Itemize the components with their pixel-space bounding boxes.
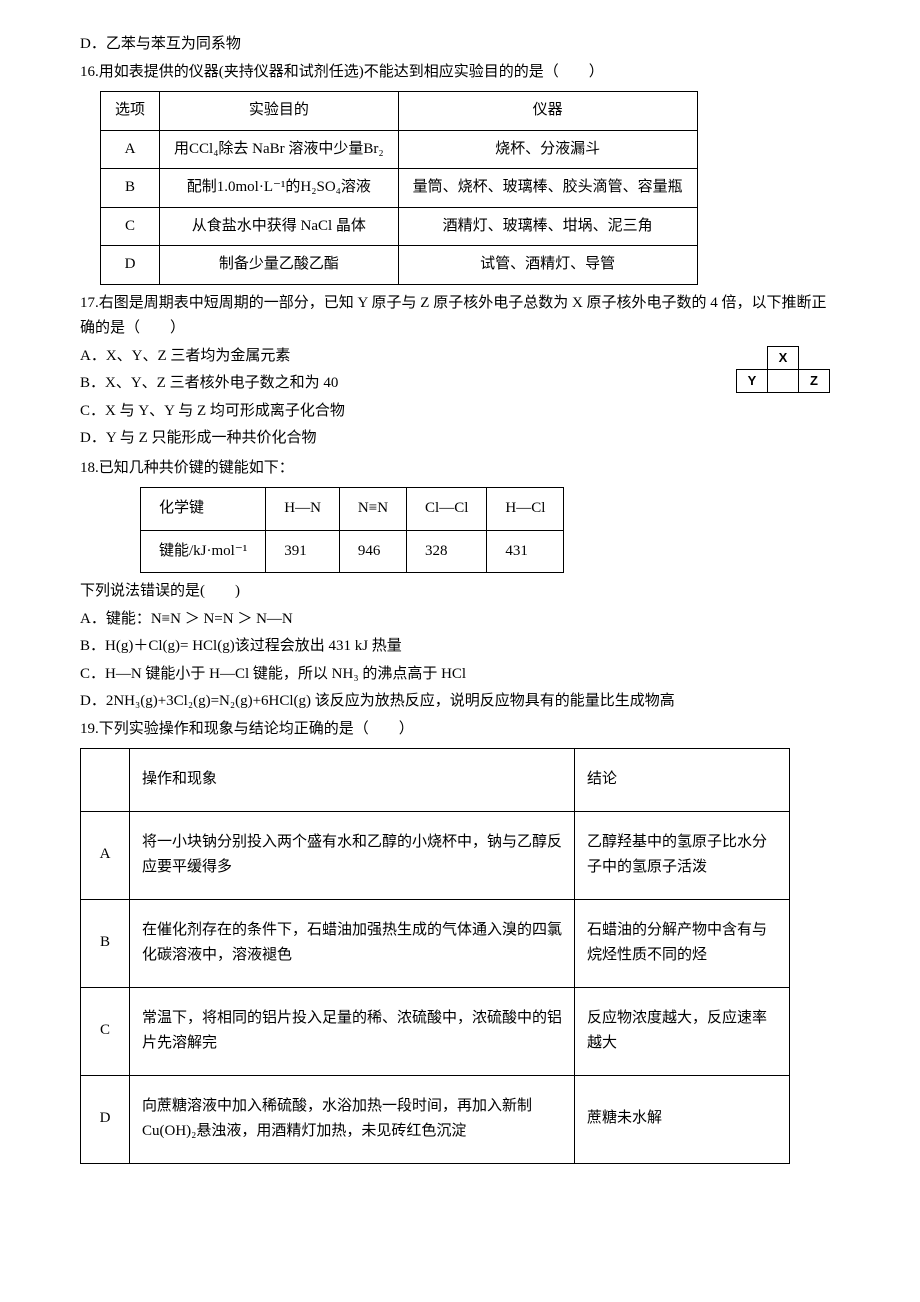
table-row: B 配制1.0mol·L⁻¹的H₂SO₄溶液 量筒、烧杯、玻璃棒、胶头滴管、容量… bbox=[101, 169, 698, 208]
q16-stem: 16.用如表提供的仪器(夹持仪器和试剂任选)不能达到相应实验目的的是（ ） bbox=[80, 60, 840, 86]
cell: 将一小块钠分别投入两个盛有水和乙醇的小烧杯中，钠与乙醇反应要平缓得多 bbox=[130, 811, 575, 899]
cell: Cl—Cl bbox=[407, 488, 487, 531]
q18-sub: 下列说法错误的是( ) bbox=[80, 579, 840, 605]
cell: 从食盐水中获得 NaCl 晶体 bbox=[160, 207, 399, 246]
cell: 乙醇羟基中的氢原子比水分子中的氢原子活泼 bbox=[575, 811, 790, 899]
col-operation: 操作和现象 bbox=[130, 749, 575, 812]
table-row: 操作和现象 结论 bbox=[81, 749, 790, 812]
cell: 在催化剂存在的条件下，石蜡油加强热生成的气体通入溴的四氯化碳溶液中，溶液褪色 bbox=[130, 899, 575, 987]
table-row: B 在催化剂存在的条件下，石蜡油加强热生成的气体通入溴的四氯化碳溶液中，溶液褪色… bbox=[81, 899, 790, 987]
table-row: A 将一小块钠分别投入两个盛有水和乙醇的小烧杯中，钠与乙醇反应要平缓得多 乙醇羟… bbox=[81, 811, 790, 899]
q17-stem: 17.右图是周期表中短周期的一部分，已知 Y 原子与 Z 原子核外电子总数为 X… bbox=[80, 291, 840, 342]
cell: 量筒、烧杯、玻璃棒、胶头滴管、容量瓶 bbox=[398, 169, 697, 208]
cell: 用CCl₄除去 NaBr 溶液中少量Br₂ bbox=[160, 130, 399, 169]
col-purpose: 实验目的 bbox=[160, 92, 399, 131]
empty-cell bbox=[799, 346, 830, 369]
cell: B bbox=[101, 169, 160, 208]
col-apparatus: 仪器 bbox=[398, 92, 697, 131]
q15-option-d: D．乙苯与苯互为同系物 bbox=[80, 32, 840, 58]
cell: 常温下，将相同的铝片投入足量的稀、浓硫酸中，浓硫酸中的铝片先溶解完 bbox=[130, 987, 575, 1075]
cell: B bbox=[81, 899, 130, 987]
q18-option-c: C．H—N 键能小于 H—Cl 键能，所以 NH₃ 的沸点高于 HCl bbox=[80, 662, 840, 688]
cell: D bbox=[101, 246, 160, 285]
cell: 键能/kJ·mol⁻¹ bbox=[141, 530, 266, 573]
q18-stem: 18.已知几种共价键的键能如下： bbox=[80, 456, 840, 482]
col-option: 选项 bbox=[101, 92, 160, 131]
table-row: C 从食盐水中获得 NaCl 晶体 酒精灯、玻璃棒、坩埚、泥三角 bbox=[101, 207, 698, 246]
cell: 化学键 bbox=[141, 488, 266, 531]
q17-option-b: B．X、Y、Z 三者核外电子数之和为 40 bbox=[80, 371, 840, 397]
q18-option-d: D．2NH₃(g)+3Cl₂(g)=N₂(g)+6HCl(g) 该反应为放热反应… bbox=[80, 689, 840, 715]
empty-cell bbox=[768, 369, 799, 392]
cell: A bbox=[81, 811, 130, 899]
cell: 配制1.0mol·L⁻¹的H₂SO₄溶液 bbox=[160, 169, 399, 208]
cell: 946 bbox=[339, 530, 406, 573]
col-conclusion: 结论 bbox=[575, 749, 790, 812]
q17-option-a: A．X、Y、Z 三者均为金属元素 bbox=[80, 344, 840, 370]
cell: C bbox=[81, 987, 130, 1075]
cell: H—N bbox=[266, 488, 340, 531]
cell: 反应物浓度越大，反应速率越大 bbox=[575, 987, 790, 1075]
cell: D bbox=[81, 1075, 130, 1163]
cell: 328 bbox=[407, 530, 487, 573]
cell: 向蔗糖溶液中加入稀硫酸，水浴加热一段时间，再加入新制Cu(OH)₂悬浊液，用酒精… bbox=[130, 1075, 575, 1163]
cell: 431 bbox=[487, 530, 564, 573]
cell: 391 bbox=[266, 530, 340, 573]
col-blank bbox=[81, 749, 130, 812]
q17-option-d: D．Y 与 Z 只能形成一种共价化合物 bbox=[80, 426, 840, 452]
table-row: 化学键 H—N N≡N Cl—Cl H—Cl bbox=[141, 488, 564, 531]
q19-stem: 19.下列实验操作和现象与结论均正确的是（ ） bbox=[80, 717, 840, 743]
cell: A bbox=[101, 130, 160, 169]
table-row: 选项 实验目的 仪器 bbox=[101, 92, 698, 131]
cell: 烧杯、分液漏斗 bbox=[398, 130, 697, 169]
cell: N≡N bbox=[339, 488, 406, 531]
empty-cell bbox=[737, 346, 768, 369]
q17-option-c: C．X 与 Y、Y 与 Z 均可形成离子化合物 bbox=[80, 399, 840, 425]
table-row: D 向蔗糖溶液中加入稀硫酸，水浴加热一段时间，再加入新制Cu(OH)₂悬浊液，用… bbox=[81, 1075, 790, 1163]
cell-x: X bbox=[768, 346, 799, 369]
cell: 蔗糖未水解 bbox=[575, 1075, 790, 1163]
cell: C bbox=[101, 207, 160, 246]
cell: 酒精灯、玻璃棒、坩埚、泥三角 bbox=[398, 207, 697, 246]
q16-table: 选项 实验目的 仪器 A 用CCl₄除去 NaBr 溶液中少量Br₂ 烧杯、分液… bbox=[100, 91, 698, 285]
cell: 制备少量乙酸乙酯 bbox=[160, 246, 399, 285]
cell: H—Cl bbox=[487, 488, 564, 531]
q18-table: 化学键 H—N N≡N Cl—Cl H—Cl 键能/kJ·mol⁻¹ 391 9… bbox=[140, 487, 564, 573]
cell-z: Z bbox=[799, 369, 830, 392]
table-row: D 制备少量乙酸乙酯 试管、酒精灯、导管 bbox=[101, 246, 698, 285]
cell-y: Y bbox=[737, 369, 768, 392]
table-row: C 常温下，将相同的铝片投入足量的稀、浓硫酸中，浓硫酸中的铝片先溶解完 反应物浓… bbox=[81, 987, 790, 1075]
table-row: A 用CCl₄除去 NaBr 溶液中少量Br₂ 烧杯、分液漏斗 bbox=[101, 130, 698, 169]
q18-option-b: B．H(g)＋Cl(g)= HCl(g)该过程会放出 431 kJ 热量 bbox=[80, 634, 840, 660]
table-row: 键能/kJ·mol⁻¹ 391 946 328 431 bbox=[141, 530, 564, 573]
cell: 试管、酒精灯、导管 bbox=[398, 246, 697, 285]
q18-option-a: A．键能：N≡N ＞ N=N ＞ N—N bbox=[80, 607, 840, 633]
periodic-table-fragment: X Y Z bbox=[736, 346, 830, 393]
q19-table: 操作和现象 结论 A 将一小块钠分别投入两个盛有水和乙醇的小烧杯中，钠与乙醇反应… bbox=[80, 748, 790, 1164]
cell: 石蜡油的分解产物中含有与烷烃性质不同的烃 bbox=[575, 899, 790, 987]
